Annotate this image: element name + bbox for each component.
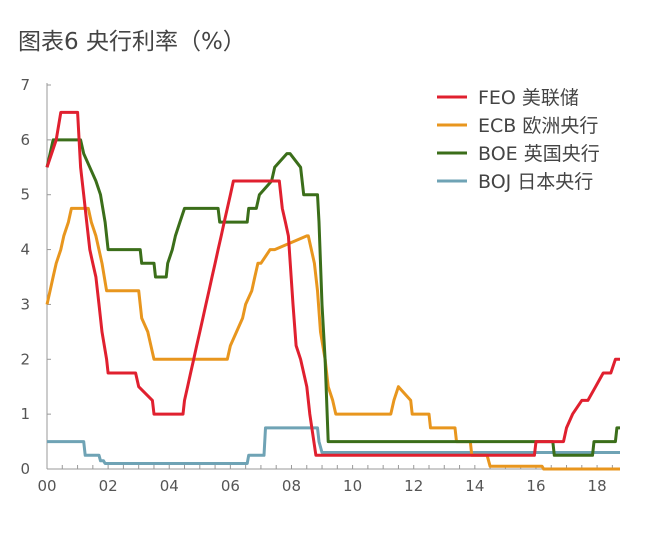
chart-title: 图表6 央行利率（%） bbox=[18, 29, 246, 55]
y-tick-label: 0 bbox=[20, 460, 30, 478]
x-tick-label: 00 bbox=[37, 477, 56, 495]
y-tick-label: 2 bbox=[20, 350, 30, 368]
x-tick-label: 04 bbox=[160, 477, 179, 495]
legend: FEO 美联储 ECB 欧洲央行 BOE 英国央行 BOJ 日本央行 bbox=[437, 87, 600, 193]
y-axis-tick-labels: 0 1 2 3 4 5 6 7 bbox=[20, 76, 51, 478]
x-tick-label: 18 bbox=[588, 477, 607, 495]
legend-label: FEO 美联储 bbox=[478, 87, 579, 109]
x-axis-tick-labels: 00 02 04 06 08 10 12 14 16 18 bbox=[37, 465, 613, 495]
legend-label: BOE 英国央行 bbox=[478, 143, 600, 165]
y-tick-label: 7 bbox=[20, 76, 30, 94]
x-tick-label: 06 bbox=[221, 477, 240, 495]
x-tick-label: 08 bbox=[282, 477, 301, 495]
y-tick-label: 5 bbox=[20, 186, 30, 204]
legend-label: ECB 欧洲央行 bbox=[478, 115, 598, 137]
y-tick-label: 6 bbox=[20, 131, 30, 149]
series-lines bbox=[45, 110, 620, 471]
y-tick-label: 4 bbox=[20, 241, 30, 259]
series-line-1 bbox=[45, 206, 620, 471]
legend-label: BOJ 日本央行 bbox=[478, 171, 593, 193]
series-line-0 bbox=[45, 110, 620, 457]
series-line-2 bbox=[45, 138, 620, 457]
x-tick-label: 02 bbox=[99, 477, 118, 495]
x-tick-label: 10 bbox=[343, 477, 362, 495]
axes bbox=[46, 83, 620, 470]
x-tick-label: 12 bbox=[404, 477, 423, 495]
series-line-3 bbox=[47, 426, 620, 465]
x-tick-label: 16 bbox=[526, 477, 545, 495]
x-tick-label: 14 bbox=[465, 477, 484, 495]
y-tick-label: 1 bbox=[20, 405, 30, 423]
y-tick-label: 3 bbox=[20, 295, 30, 313]
